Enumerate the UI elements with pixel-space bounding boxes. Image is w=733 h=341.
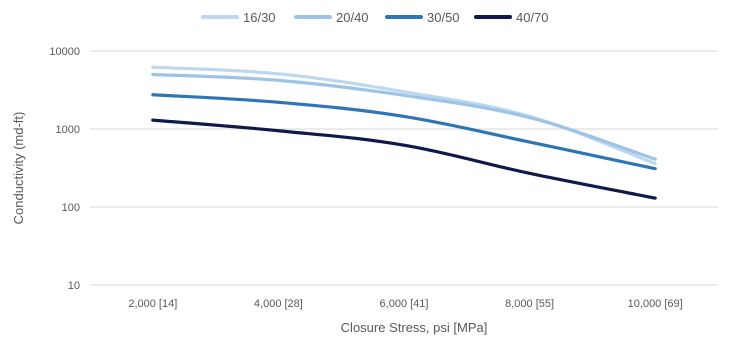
x-tick-label: 8,000 [55]	[505, 298, 554, 310]
y-tick-label: 1000	[56, 124, 80, 136]
x-tick-label: 6,000 [41]	[380, 298, 429, 310]
x-tick-label: 10,000 [69]	[628, 298, 683, 310]
legend-label: 30/50	[427, 10, 460, 25]
legend: 16/30 20/40 30/50 40/70	[201, 10, 549, 25]
y-tick-label: 10000	[49, 46, 80, 58]
series-line-30-50	[151, 93, 657, 171]
y-tick-label: 10	[68, 280, 80, 292]
series-line-40-70	[151, 118, 657, 200]
y-axis-ticks: 10 100 1000 10000	[49, 46, 80, 292]
y-axis-title: Conductivity (md-ft)	[11, 112, 26, 225]
series-line-20-40	[151, 72, 657, 161]
series-lines	[151, 65, 657, 200]
y-tick-label: 100	[62, 202, 80, 214]
x-axis-ticks: 2,000 [14] 4,000 [28] 6,000 [41] 8,000 [55]…	[128, 298, 682, 310]
x-tick-label: 4,000 [28]	[254, 298, 303, 310]
legend-label: 40/70	[516, 10, 549, 25]
legend-label: 20/40	[336, 10, 369, 25]
x-axis-title: Closure Stress, psi [MPa]	[341, 320, 488, 335]
gridlines	[90, 50, 718, 286]
x-tick-label: 2,000 [14]	[128, 298, 177, 310]
legend-label: 16/30	[243, 10, 276, 25]
